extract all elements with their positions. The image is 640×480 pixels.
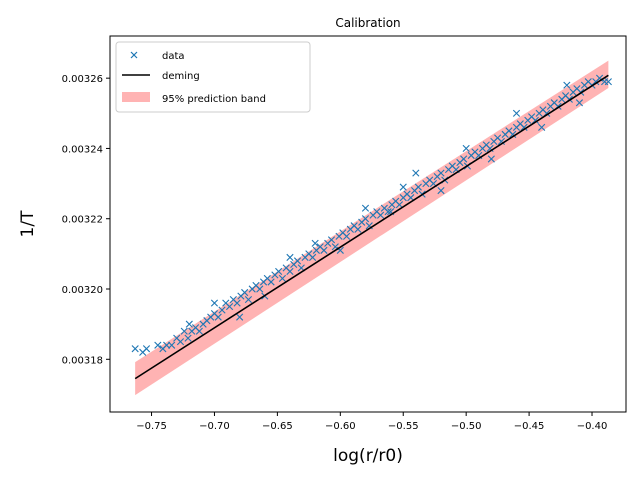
data-point — [168, 341, 176, 349]
data-point — [320, 246, 328, 254]
x-tick-label: −0.45 — [514, 421, 545, 432]
y-tick-label: 0.00324 — [62, 144, 103, 155]
data-point — [256, 285, 264, 293]
data-point — [154, 341, 162, 349]
x-tick-label: −0.55 — [388, 421, 419, 432]
data-point — [225, 302, 234, 311]
legend-patch-band-icon — [122, 92, 150, 102]
data-point — [497, 137, 505, 146]
chart-title: Calibration — [335, 16, 400, 30]
data-point — [236, 313, 244, 321]
y-tick-label: 0.00322 — [62, 215, 103, 226]
data-point — [131, 345, 139, 353]
legend-label-deming: deming — [162, 71, 200, 82]
data-point — [185, 320, 193, 328]
axes-frame — [109, 35, 627, 413]
y-axis-ticks: 0.00318 0.00320 0.00322 0.00324 0.00326 — [62, 74, 110, 366]
data-point — [180, 327, 188, 335]
data-point — [399, 183, 407, 191]
data-point — [361, 215, 370, 223]
data-point — [233, 299, 241, 307]
data-point — [327, 236, 336, 244]
data-point — [176, 338, 185, 346]
data-point — [520, 123, 528, 131]
data-point — [278, 274, 287, 283]
legend-label-band: 95% prediction band — [162, 94, 266, 105]
data-point — [218, 306, 226, 314]
data-point — [531, 116, 539, 124]
data-point — [275, 267, 283, 276]
legend-label-data: data — [162, 51, 185, 62]
plot-area — [131, 60, 612, 396]
data-point — [210, 299, 219, 307]
data-point — [376, 211, 385, 219]
data-point — [604, 78, 612, 86]
data-point — [293, 257, 302, 265]
x-tick-label: −0.40 — [577, 421, 608, 432]
y-tick-label: 0.00318 — [62, 355, 103, 366]
data-point — [462, 144, 470, 153]
data-point — [214, 313, 222, 321]
data-point — [309, 253, 317, 261]
data-point — [142, 345, 151, 353]
data-point — [343, 232, 351, 240]
y-tick-label: 0.00326 — [62, 74, 103, 85]
data-point — [286, 253, 294, 261]
data-point — [384, 208, 392, 216]
legend-marker-data-icon — [130, 51, 138, 59]
data-point — [575, 99, 584, 107]
y-axis-label: 1/T — [18, 210, 38, 238]
data-point — [267, 278, 275, 286]
data-point — [184, 334, 192, 342]
x-tick-label: −0.50 — [451, 421, 482, 432]
data-points — [131, 74, 612, 356]
data-point — [354, 225, 362, 233]
data-point — [487, 155, 495, 163]
x-tick-label: −0.65 — [262, 421, 293, 432]
data-point — [437, 169, 445, 177]
data-point — [460, 155, 468, 163]
data-point — [414, 183, 422, 191]
x-axis-label: log(r/r0) — [333, 446, 403, 466]
y-tick-label: 0.00320 — [62, 285, 103, 296]
data-point — [361, 204, 370, 212]
data-point — [437, 187, 445, 195]
data-point — [241, 288, 249, 297]
x-axis-ticks: −0.75 −0.70 −0.65 −0.60 −0.55 −0.50 −0.45 −0.40 — [136, 412, 607, 432]
data-point — [311, 239, 319, 247]
x-tick-label: −0.70 — [199, 421, 230, 432]
data-point — [286, 267, 294, 276]
data-point — [195, 327, 203, 335]
legend: data deming 95% prediction band — [115, 41, 311, 113]
x-tick-label: −0.60 — [325, 421, 356, 432]
data-point — [563, 81, 571, 89]
data-point — [395, 201, 404, 209]
data-point — [509, 130, 517, 138]
x-tick-label: −0.75 — [136, 421, 167, 432]
deming-fit-line — [134, 74, 609, 380]
data-point — [244, 295, 253, 304]
data-point — [412, 169, 420, 177]
data-point — [512, 109, 521, 117]
legend-frame — [115, 41, 311, 113]
data-point — [538, 123, 546, 131]
